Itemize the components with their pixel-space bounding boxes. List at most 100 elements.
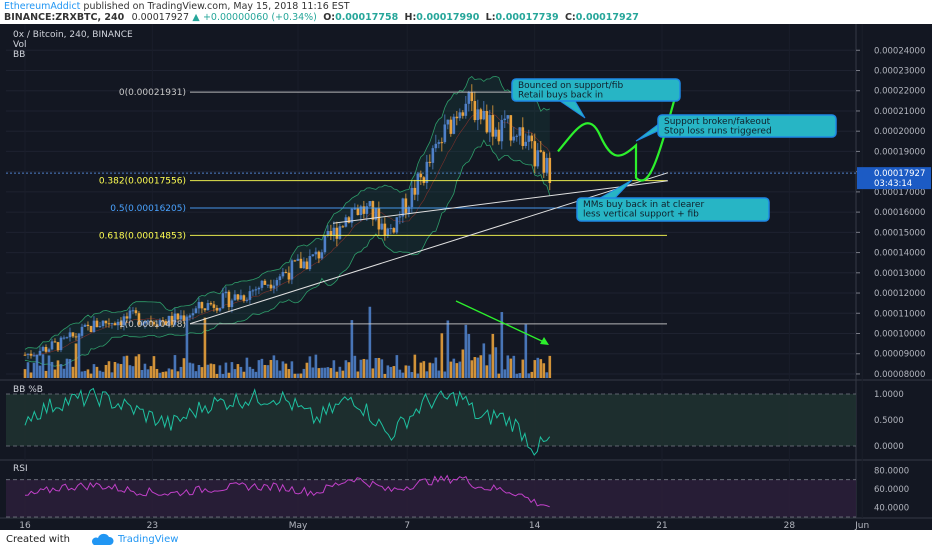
candle-body bbox=[110, 323, 114, 325]
candle-body bbox=[173, 313, 177, 325]
candle-body bbox=[128, 310, 132, 319]
candle-body bbox=[41, 346, 45, 351]
candle-body bbox=[203, 308, 207, 311]
volume-bar bbox=[398, 369, 402, 378]
candle-body bbox=[356, 208, 360, 216]
volume-bar bbox=[515, 373, 519, 378]
volume-bar bbox=[422, 361, 426, 378]
volume-bar bbox=[335, 371, 339, 378]
time-axis[interactable]: 16 23 May 7 14 21 28 Jun bbox=[19, 521, 869, 530]
time-tick-label: 16 bbox=[19, 521, 31, 530]
volume-bar bbox=[146, 369, 150, 378]
created-with-text: Created with bbox=[6, 534, 70, 545]
volume-bar bbox=[371, 368, 375, 378]
volume-bar bbox=[266, 365, 270, 378]
candle-body bbox=[488, 115, 492, 133]
volume-bar bbox=[407, 365, 411, 378]
bbpct-band bbox=[6, 394, 856, 446]
volume-bar bbox=[272, 355, 276, 378]
candle-body bbox=[170, 315, 174, 325]
volume-bar bbox=[308, 356, 312, 378]
candle-body bbox=[59, 337, 63, 351]
candle-body bbox=[44, 346, 48, 352]
volume-bar bbox=[476, 357, 480, 378]
fib-label: 0.618(0.00014853) bbox=[99, 231, 186, 241]
volume-bar bbox=[164, 371, 168, 378]
candle-body bbox=[428, 161, 432, 163]
candle-body bbox=[422, 177, 426, 183]
rsi-label: RSI bbox=[13, 464, 28, 474]
fib-label: 1(0.00010478) bbox=[119, 320, 186, 330]
footer: Created with TradingView bbox=[0, 530, 932, 550]
candle-body bbox=[212, 304, 216, 308]
price-tick-label: 0.00021000 bbox=[874, 107, 925, 117]
candle-body bbox=[68, 332, 72, 338]
volume-bar bbox=[203, 317, 207, 378]
price-tick-label: 0.00022000 bbox=[874, 87, 925, 97]
rsi-tick-label: 60.0000 bbox=[874, 485, 909, 495]
volume-bars bbox=[23, 306, 552, 378]
volume-bar bbox=[62, 368, 66, 378]
volume-bar bbox=[215, 373, 219, 378]
volume-bar bbox=[224, 362, 228, 378]
candle-body bbox=[515, 135, 519, 137]
candle-body bbox=[299, 258, 303, 269]
candle-body bbox=[209, 303, 213, 305]
candle-body bbox=[92, 320, 96, 333]
volume-bar bbox=[200, 367, 204, 378]
volume-bar bbox=[542, 363, 546, 378]
volume-bar bbox=[242, 371, 246, 378]
candle-body bbox=[389, 228, 393, 230]
volume-bar bbox=[185, 316, 189, 378]
volume-bar bbox=[443, 371, 447, 378]
price-tick-label: 0.00013000 bbox=[874, 269, 925, 279]
candle-body bbox=[296, 258, 300, 261]
callout-box bbox=[657, 114, 837, 138]
close-value: 0.00017927 bbox=[575, 12, 639, 23]
volume-bar bbox=[500, 312, 504, 378]
candle-body bbox=[227, 291, 231, 308]
candle-body bbox=[323, 235, 327, 253]
candle-body bbox=[380, 223, 384, 230]
volume-bar bbox=[107, 361, 111, 378]
volume-bar bbox=[305, 362, 309, 378]
chart-canvas[interactable]: 0(0.00021931) 0.382(0.00017556) 0.5(0.0001… bbox=[0, 24, 932, 530]
volume-bar bbox=[395, 355, 399, 378]
volume-bar bbox=[182, 358, 186, 378]
volume-bar bbox=[452, 358, 456, 378]
volume-bar bbox=[173, 355, 177, 378]
volume-bar bbox=[167, 368, 171, 378]
volume-bar bbox=[113, 361, 117, 378]
fib-label: 0.5(0.00016205) bbox=[110, 204, 186, 214]
callout-text: less vertical support + fib bbox=[583, 210, 699, 220]
candle-body bbox=[50, 341, 54, 350]
volume-bar bbox=[143, 363, 147, 378]
volume-bar bbox=[416, 373, 420, 378]
candle-body bbox=[137, 313, 141, 325]
cloud-logo-icon bbox=[91, 533, 114, 545]
candle-body bbox=[254, 289, 258, 291]
volume-bar bbox=[506, 355, 510, 378]
candle-body bbox=[440, 142, 444, 144]
tradingview-brand[interactable]: TradingView bbox=[118, 534, 179, 545]
fib-retracement[interactable]: 0(0.00021931) 0.382(0.00017556) 0.5(0.0001… bbox=[99, 88, 667, 330]
price-axis[interactable]: 0.00024000 0.00023000 0.00022000 0.00021000… bbox=[856, 46, 931, 514]
candle-body bbox=[125, 316, 129, 319]
candle-body bbox=[485, 110, 489, 133]
volume-bar bbox=[251, 368, 255, 378]
volume-bar bbox=[302, 368, 306, 378]
author-link[interactable]: EthereumAddict bbox=[4, 1, 81, 12]
volume-bar bbox=[56, 360, 60, 378]
volume-bar bbox=[176, 371, 180, 378]
candle-body bbox=[32, 355, 36, 357]
candle-body bbox=[482, 110, 486, 120]
candle-body bbox=[95, 320, 99, 328]
indicator-panels bbox=[6, 387, 856, 518]
candle-body bbox=[314, 251, 318, 255]
volume-bar bbox=[41, 354, 45, 378]
candle-body bbox=[62, 337, 66, 339]
low-label: L: bbox=[485, 12, 496, 23]
candle-body bbox=[104, 320, 108, 324]
last-price-label: 0.00017927 bbox=[874, 169, 925, 179]
